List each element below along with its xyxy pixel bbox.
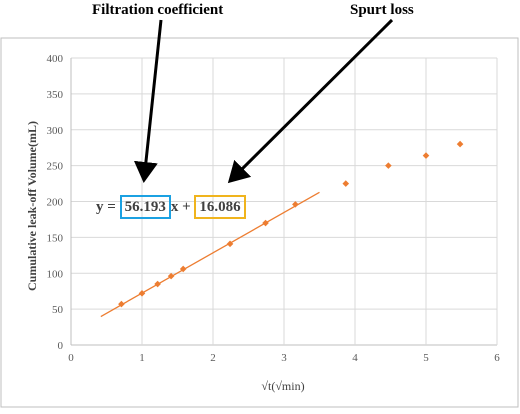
filtration-coefficient-label: Filtration coefficient — [92, 2, 224, 18]
data-point-marker — [342, 180, 350, 187]
filtration-arrow — [133, 19, 163, 183]
x-tick-label: 5 — [423, 352, 429, 364]
trendline — [100, 191, 320, 318]
y-tick-label: 400 — [47, 53, 64, 65]
chart-border — [0, 37, 519, 408]
x-axis-label: √t(√min) — [261, 379, 304, 393]
data-point-marker — [292, 201, 299, 208]
y-tick-label: 200 — [47, 197, 64, 209]
data-point-marker — [138, 290, 146, 297]
y-tick-label: 250 — [47, 161, 64, 173]
x-tick-label: 3 — [281, 352, 287, 364]
data-point-marker — [118, 300, 125, 308]
data-point-marker — [226, 240, 234, 248]
data-point-marker — [422, 152, 430, 159]
intercept-value-box: 16.086 — [194, 195, 246, 219]
trendline-equation: y = 56.193 x + 16.086 — [96, 195, 246, 219]
y-tick-label: 300 — [47, 125, 64, 137]
y-tick-label: 50 — [52, 304, 64, 316]
y-tick-label: 100 — [47, 268, 64, 280]
y-axis-label: Cumulative leak-off Volume(mL) — [25, 121, 39, 291]
annotation-arrows — [133, 18, 394, 184]
data-point-marker — [154, 280, 161, 288]
equation-prefix: y = — [96, 198, 120, 215]
data-point-marker — [262, 219, 269, 227]
x-tick-label: 6 — [494, 352, 500, 364]
data-point-marker — [179, 265, 187, 273]
data-points — [118, 140, 464, 308]
slope-value-box: 56.193 — [119, 195, 171, 219]
x-tick-label: 2 — [210, 352, 216, 364]
spurt-arrow — [227, 18, 394, 184]
y-tick-label: 0 — [58, 340, 64, 352]
axes: 0 50 100 150 200 250 300 350 400 0 1 2 3 4 5 6 — [47, 53, 501, 364]
data-point-marker — [385, 162, 392, 169]
y-tick-label: 350 — [47, 89, 64, 101]
data-point-marker — [456, 140, 464, 148]
spurt-loss-label: Spurt loss — [350, 2, 414, 18]
data-point-marker — [167, 272, 175, 280]
linear-fit-line — [100, 191, 320, 318]
x-tick-label: 4 — [352, 352, 358, 364]
equation-middle: x + — [170, 198, 195, 215]
y-tick-label: 150 — [47, 232, 64, 244]
x-tick-label: 0 — [68, 352, 74, 364]
x-tick-label: 1 — [139, 352, 145, 364]
